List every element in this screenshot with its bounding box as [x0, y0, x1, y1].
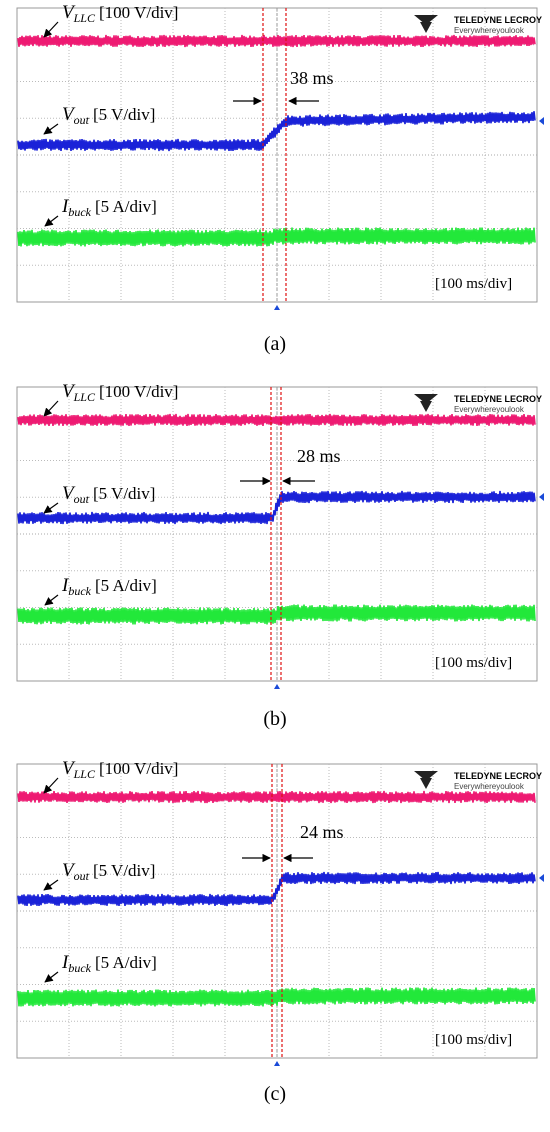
- scale: [5 A/div]: [95, 197, 157, 216]
- symbol: I: [61, 575, 70, 596]
- subscript: LLC: [73, 767, 96, 781]
- channel-label: Ibuck [5 A/div]: [61, 952, 157, 975]
- scale: [100 V/div]: [99, 3, 179, 22]
- label-arrow: [43, 879, 59, 891]
- logo-tagline: Everywhereyoulook: [454, 405, 525, 414]
- logo-icon: [414, 394, 438, 412]
- subscript: buck: [68, 961, 91, 975]
- channel-label: VLLC [100 V/div]: [62, 381, 178, 404]
- symbol: I: [61, 952, 70, 973]
- channel-label: VLLC [100 V/div]: [62, 2, 178, 25]
- subscript: out: [74, 492, 90, 506]
- scale: [5 V/div]: [93, 861, 156, 880]
- trace: [17, 790, 536, 804]
- label-arrow: [44, 594, 59, 606]
- symbol: V: [62, 381, 76, 402]
- trace: [17, 227, 536, 247]
- trace: [17, 111, 536, 152]
- subscript: buck: [68, 584, 91, 598]
- scale: [5 V/div]: [93, 105, 156, 124]
- trace: [17, 987, 536, 1007]
- channel-label: Vout [5 V/div]: [62, 860, 155, 883]
- timebase: [100 ms/div]: [435, 655, 512, 671]
- scale: [5 V/div]: [93, 484, 156, 503]
- subscript: out: [74, 869, 90, 883]
- duration-label: 28 ms: [297, 446, 341, 466]
- trace: [17, 604, 536, 625]
- trigger-marker: [274, 1061, 280, 1066]
- channel-label: Vout [5 V/div]: [62, 104, 155, 127]
- symbol: V: [62, 860, 76, 881]
- subscript: LLC: [73, 390, 96, 404]
- logo-brand: TELEDYNE LECROY: [454, 394, 542, 404]
- logo-icon: [414, 15, 438, 33]
- level-marker: [539, 874, 544, 882]
- scale: [100 V/div]: [99, 382, 179, 401]
- panel-label: (c): [264, 1083, 286, 1105]
- label-arrow: [43, 502, 59, 514]
- duration-label: 24 ms: [300, 822, 344, 842]
- channel-label: VLLC [100 V/div]: [62, 758, 178, 781]
- duration-label: 38 ms: [290, 68, 334, 88]
- label-arrow: [44, 971, 59, 983]
- trace: [17, 490, 536, 525]
- label-arrow: [43, 21, 59, 38]
- symbol: V: [62, 2, 76, 23]
- trace: [17, 34, 536, 48]
- timebase: [100 ms/div]: [435, 1032, 512, 1048]
- symbol: V: [62, 483, 76, 504]
- level-marker: [539, 117, 544, 125]
- scale: [5 A/div]: [95, 576, 157, 595]
- symbol: V: [62, 104, 76, 125]
- trace: [17, 871, 536, 907]
- symbol: V: [62, 758, 76, 779]
- scale: [5 A/div]: [95, 953, 157, 972]
- subscript: buck: [68, 205, 91, 219]
- symbol: I: [61, 196, 70, 217]
- logo-brand: TELEDYNE LECROY: [454, 15, 542, 25]
- channel-label: Vout [5 V/div]: [62, 483, 155, 506]
- logo-tagline: Everywhereyoulook: [454, 782, 525, 791]
- trace: [17, 413, 536, 426]
- logo-tagline: Everywhereyoulook: [454, 26, 525, 35]
- label-arrow: [43, 123, 59, 135]
- level-marker: [539, 493, 544, 501]
- logo-brand: TELEDYNE LECROY: [454, 771, 542, 781]
- logo-icon: [414, 771, 438, 789]
- subscript: out: [74, 113, 90, 127]
- trigger-marker: [274, 684, 280, 689]
- channel-label: Ibuck [5 A/div]: [61, 196, 157, 219]
- subscript: LLC: [73, 11, 96, 25]
- label-arrow: [44, 215, 59, 227]
- scale: [100 V/div]: [99, 759, 179, 778]
- panel-label: (a): [264, 333, 286, 355]
- timebase: [100 ms/div]: [435, 276, 512, 292]
- panel-label: (b): [263, 708, 286, 730]
- trigger-marker: [274, 305, 280, 310]
- label-arrow: [43, 777, 59, 794]
- channel-label: Ibuck [5 A/div]: [61, 575, 157, 598]
- label-arrow: [43, 400, 59, 417]
